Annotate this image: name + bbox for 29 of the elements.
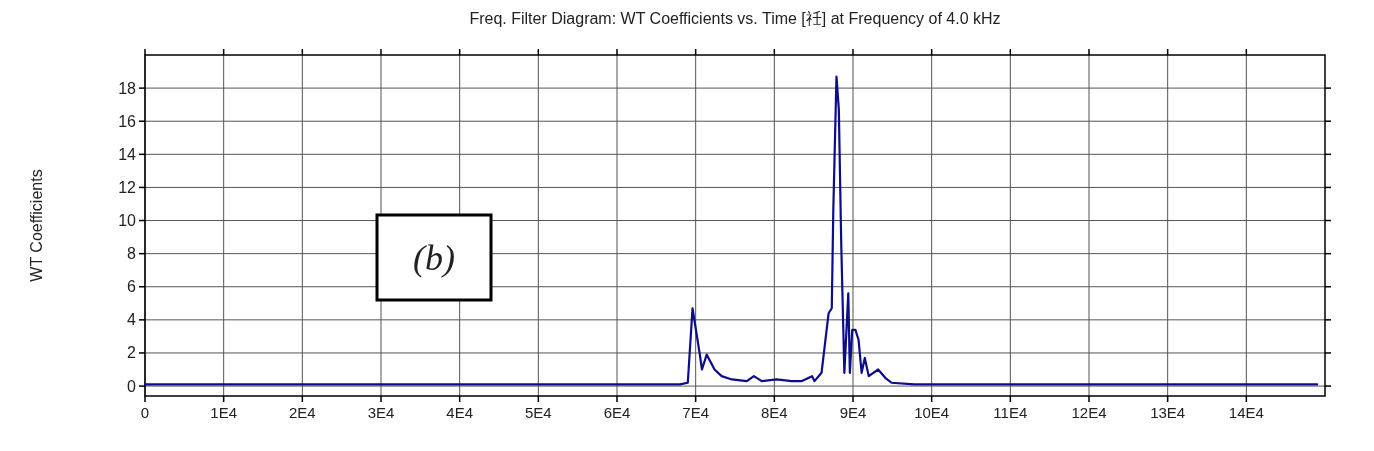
y-tick-label: 6 — [127, 278, 137, 296]
x-tick-label: 9E4 — [839, 404, 867, 421]
x-tick-label: 12E4 — [1071, 404, 1107, 421]
y-axis-title: WT Coefficients — [28, 169, 45, 282]
annotation: (b) — [375, 213, 493, 302]
chart-title: Freq. Filter Diagram: WT Coefficients vs. Time [祍] at Frequency of 4.0 kHz — [469, 10, 1001, 27]
y-tick-label: 0 — [127, 377, 137, 395]
y-tick-label: 10 — [118, 212, 137, 230]
x-tick-label: 6E4 — [603, 404, 631, 421]
x-tick-label: 1E4 — [210, 404, 238, 421]
x-tick-label: 13E4 — [1150, 404, 1186, 421]
x-tick-label: 2E4 — [288, 404, 316, 421]
y-tick-label: 8 — [127, 245, 137, 263]
x-tick-label: 7E4 — [682, 404, 710, 421]
x-tick-label: 5E4 — [524, 404, 552, 421]
y-tick-label: 16 — [118, 112, 137, 130]
x-tick-label: 3E4 — [367, 404, 395, 421]
annotation: (b) — [413, 238, 455, 278]
y-tick-label: 14 — [118, 145, 137, 163]
x-tick-label: 14E4 — [1228, 404, 1264, 421]
y-tick-label: 4 — [127, 311, 137, 329]
y-tick-label: 12 — [118, 178, 137, 196]
x-tick-label: 10E4 — [914, 404, 950, 421]
y-tick-label: 2 — [127, 344, 137, 362]
x-tick-label: 0 — [140, 404, 150, 421]
x-tick-label: 4E4 — [446, 404, 474, 421]
x-tick-label: 11E4 — [993, 404, 1028, 421]
y-tick-label: 18 — [118, 79, 137, 97]
x-tick-label: 8E4 — [760, 404, 788, 421]
